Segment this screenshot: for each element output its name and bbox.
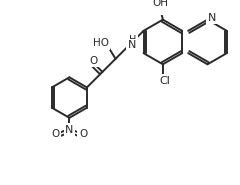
- Text: N: N: [65, 125, 74, 135]
- Text: N: N: [127, 40, 136, 50]
- Text: HO: HO: [93, 38, 109, 48]
- Text: Cl: Cl: [159, 76, 170, 86]
- Text: O: O: [51, 129, 60, 139]
- Text: OH: OH: [152, 0, 168, 8]
- Text: O: O: [79, 129, 87, 139]
- Text: H: H: [129, 35, 136, 45]
- Text: O: O: [89, 56, 97, 66]
- Text: N: N: [208, 13, 216, 23]
